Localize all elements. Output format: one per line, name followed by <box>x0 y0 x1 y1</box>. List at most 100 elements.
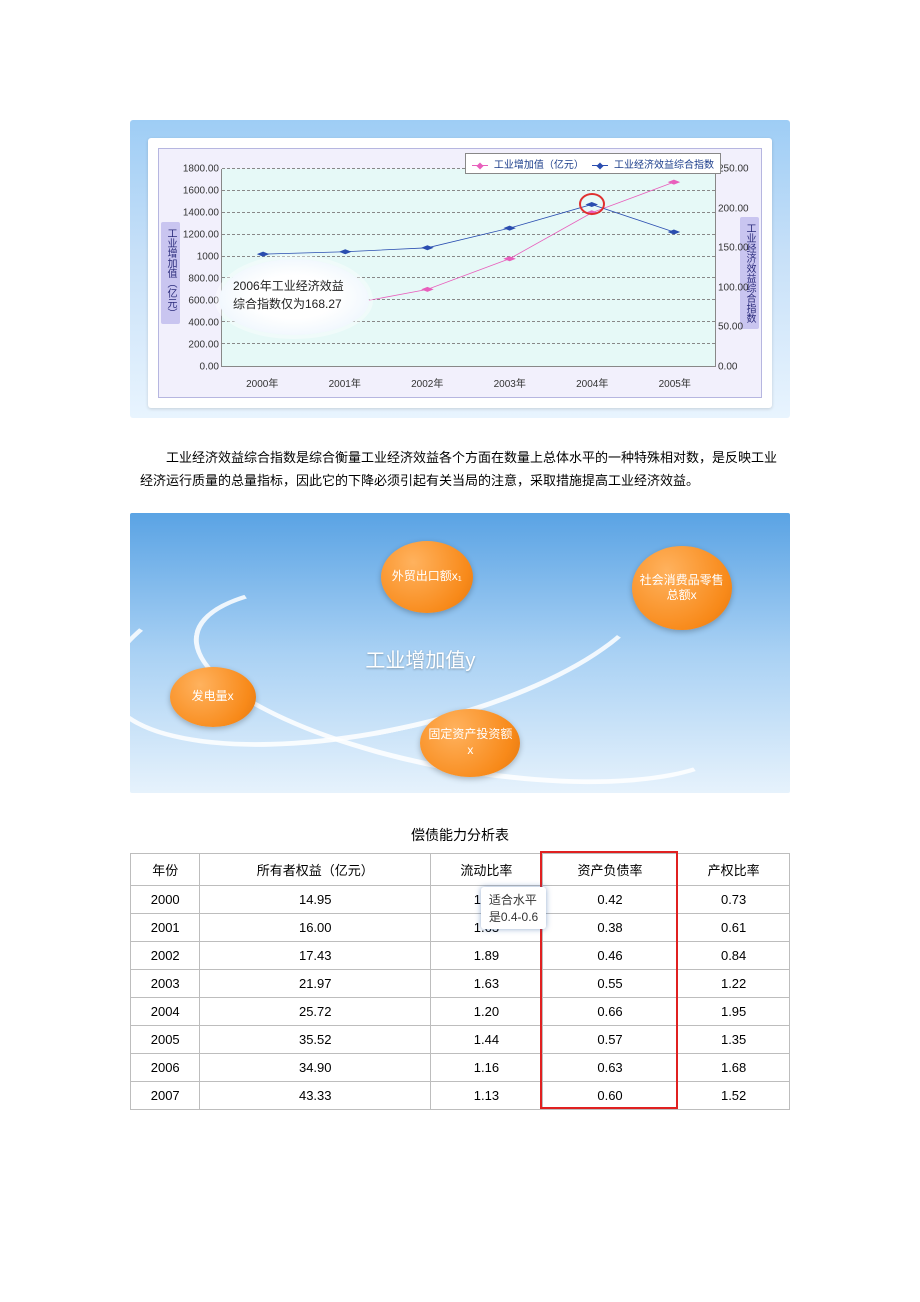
y1-tick: 200.00 <box>179 340 219 351</box>
x-tick: 2002年 <box>411 375 443 390</box>
table-cell: 1.44 <box>431 1025 543 1053</box>
table-cell: 0.55 <box>542 969 677 997</box>
table-row: 200014.951.740.420.73 <box>131 885 790 913</box>
table-cell: 2004 <box>131 997 200 1025</box>
chart-box: 工业增加值（亿元） 工业经济效益综合指数 工业增加值（亿元） 工业经济效益综合指… <box>148 138 772 408</box>
chart-callout: 2006年工业经济效益综合指数仅为168.27 <box>219 259 369 335</box>
table-cell: 21.97 <box>200 969 431 997</box>
table-cell: 1.13 <box>431 1081 543 1109</box>
y1-tick: 1400.00 <box>179 208 219 219</box>
x-tick: 2003年 <box>494 375 526 390</box>
y2-tick: 250.00 <box>718 164 753 175</box>
y2-tick: 50.00 <box>718 322 753 333</box>
table-tooltip: 适合水平 是0.4-0.6 <box>481 887 546 929</box>
table-row: 200425.721.200.661.95 <box>131 997 790 1025</box>
y1-tick: 1800.00 <box>179 164 219 175</box>
table-cell: 0.63 <box>542 1053 677 1081</box>
table-cell: 0.66 <box>542 997 677 1025</box>
table-cell: 0.46 <box>542 941 677 969</box>
table-row: 200743.331.130.601.52 <box>131 1081 790 1109</box>
table-row: 200321.971.630.551.22 <box>131 969 790 997</box>
legend-swatch-1 <box>472 165 488 166</box>
y2-ticks: 0.0050.00100.00150.00200.00250.00 <box>718 169 753 367</box>
table-cell: 43.33 <box>200 1081 431 1109</box>
table-header-cell: 流动比率 <box>431 853 543 885</box>
table-cell: 0.84 <box>678 941 790 969</box>
table-cell: 2007 <box>131 1081 200 1109</box>
legend-swatch-2 <box>592 165 608 166</box>
table-cell: 1.95 <box>678 997 790 1025</box>
table-cell: 2002 <box>131 941 200 969</box>
chart-plot: 工业增加值（亿元） 工业经济效益综合指数 工业增加值（亿元） 工业经济效益综合指… <box>158 148 762 398</box>
table-header-cell: 所有者权益（亿元） <box>200 853 431 885</box>
table-row: 200535.521.440.571.35 <box>131 1025 790 1053</box>
table-cell: 0.42 <box>542 885 677 913</box>
table-cell: 17.43 <box>200 941 431 969</box>
table-cell: 25.72 <box>200 997 431 1025</box>
y1-tick: 1200.00 <box>179 230 219 241</box>
x-tick: 2004年 <box>576 375 608 390</box>
table-header-cell: 产权比率 <box>678 853 790 885</box>
table-cell: 1.89 <box>431 941 543 969</box>
table-header-cell: 年份 <box>131 853 200 885</box>
table-cell: 2003 <box>131 969 200 997</box>
y1-tick: 600.00 <box>179 296 219 307</box>
y1-tick: 1600.00 <box>179 186 219 197</box>
table-row: 200116.001.630.380.61 <box>131 913 790 941</box>
table-cell: 0.73 <box>678 885 790 913</box>
table-row: 200217.431.890.460.84 <box>131 941 790 969</box>
chart-caption: 工业经济效益综合指数是综合衡量工业经济效益各个方面在数量上总体水平的一种特殊相对… <box>140 446 780 493</box>
table-cell: 0.60 <box>542 1081 677 1109</box>
table-cell: 1.35 <box>678 1025 790 1053</box>
table-cell: 1.68 <box>678 1053 790 1081</box>
x-ticks: 2000年 2001年 2002年 2003年 2004年 2005年 <box>221 375 716 389</box>
y1-tick: 1000 <box>179 252 219 263</box>
diagram-node: 发电量x <box>170 667 256 727</box>
table-cell: 1.52 <box>678 1081 790 1109</box>
table-cell: 1.22 <box>678 969 790 997</box>
y2-tick: 150.00 <box>718 243 753 254</box>
chart-panel: 工业增加值（亿元） 工业经济效益综合指数 工业增加值（亿元） 工业经济效益综合指… <box>130 120 790 418</box>
tooltip-line1: 适合水平 <box>489 893 537 907</box>
callout-text: 2006年工业经济效益综合指数仅为168.27 <box>233 279 344 311</box>
x-tick: 2005年 <box>659 375 691 390</box>
table-cell: 2000 <box>131 885 200 913</box>
table-cell: 35.52 <box>200 1025 431 1053</box>
legend-label-2: 工业经济效益综合指数 <box>614 160 714 171</box>
table-title: 偿债能力分析表 <box>130 825 790 845</box>
diagram-node: 固定资产投资额x <box>420 709 520 777</box>
x-tick: 2000年 <box>246 375 278 390</box>
table-cell: 0.61 <box>678 913 790 941</box>
table-row: 200634.901.160.631.68 <box>131 1053 790 1081</box>
y1-axis-label: 工业增加值（亿元） <box>161 222 180 324</box>
tooltip-line2: 是0.4-0.6 <box>489 910 538 924</box>
diagram-title: 工业增加值y <box>365 644 475 673</box>
y2-tick: 200.00 <box>718 203 753 214</box>
y1-ticks: 0.00200.00400.00600.00800.0010001200.001… <box>179 169 219 367</box>
table-cell: 0.57 <box>542 1025 677 1053</box>
y1-tick: 0.00 <box>179 362 219 373</box>
y1-tick: 800.00 <box>179 274 219 285</box>
solvency-table: 年份所有者权益（亿元）流动比率资产负债率产权比率 200014.951.740.… <box>130 853 790 1110</box>
legend-label-1: 工业增加值（亿元） <box>494 160 584 171</box>
diagram-node: 社会消费品零售总额x <box>632 546 732 630</box>
x-tick: 2001年 <box>329 375 361 390</box>
table-cell: 0.38 <box>542 913 677 941</box>
chart-legend: 工业增加值（亿元） 工业经济效益综合指数 <box>465 153 721 174</box>
table-cell: 14.95 <box>200 885 431 913</box>
table-cell: 2001 <box>131 913 200 941</box>
table-cell: 1.16 <box>431 1053 543 1081</box>
diagram-node: 外贸出口额x₁ <box>381 541 473 613</box>
table-cell: 2006 <box>131 1053 200 1081</box>
table-cell: 16.00 <box>200 913 431 941</box>
table-cell: 1.63 <box>431 969 543 997</box>
concept-diagram: 工业增加值y 外贸出口额x₁ 社会消费品零售总额x 发电量x 固定资产投资额x <box>130 513 790 793</box>
y1-tick: 400.00 <box>179 318 219 329</box>
y2-tick: 100.00 <box>718 282 753 293</box>
y2-tick: 0.00 <box>718 362 753 373</box>
table-cell: 34.90 <box>200 1053 431 1081</box>
table-cell: 2005 <box>131 1025 200 1053</box>
table-cell: 1.20 <box>431 997 543 1025</box>
table-wrap: 年份所有者权益（亿元）流动比率资产负债率产权比率 200014.951.740.… <box>130 853 790 1110</box>
table-header-cell: 资产负债率 <box>542 853 677 885</box>
